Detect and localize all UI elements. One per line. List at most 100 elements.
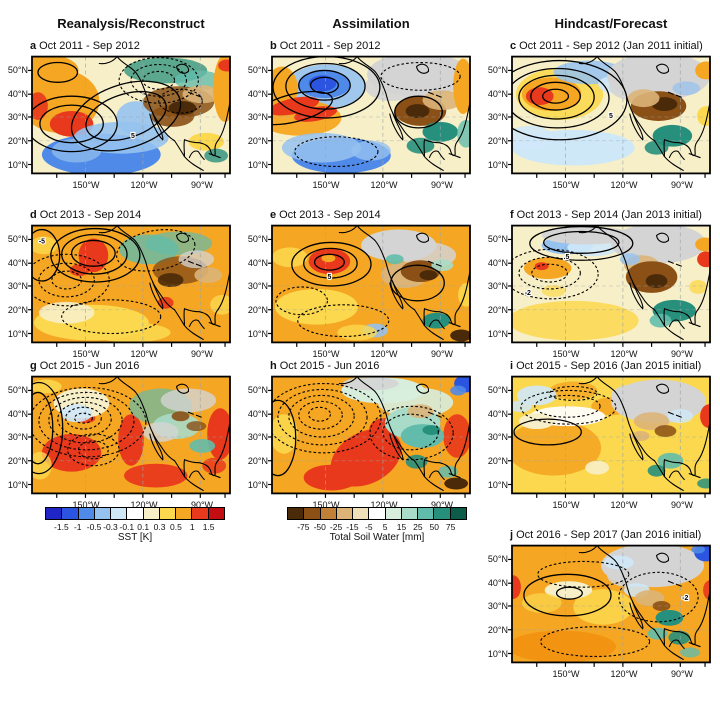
y-axis-tick-label: 20°N [487, 136, 508, 146]
colorbar-tick-label: -0.3 [103, 522, 118, 532]
coastline [338, 56, 358, 65]
anomaly-patch [697, 478, 710, 489]
anomaly-patch [281, 132, 362, 163]
y-axis-tick-label: 20°N [7, 456, 28, 466]
y-axis-tick-label: 10°N [247, 329, 268, 339]
contour-line [70, 80, 182, 152]
panel-title-j: j Oct 2016 - Sep 2017 (Jan 2016 initial) [510, 529, 701, 541]
panel-map-h [268, 375, 471, 498]
panel-map-c: 5 [508, 55, 711, 178]
x-axis-tick-label: 150°W [552, 180, 580, 190]
anomaly-patch [422, 425, 441, 435]
colorbar-segment [368, 508, 385, 519]
y-axis-tick-label: 50°N [247, 385, 268, 395]
anomaly-patch [703, 580, 710, 601]
x-axis-tick-label: 120°W [130, 349, 158, 359]
coastline [188, 319, 205, 330]
y-axis-tick-label: 30°N [487, 112, 508, 122]
y-axis-tick-label: 10°N [487, 160, 508, 170]
coastline [187, 260, 202, 267]
colorbar-segment [191, 508, 208, 519]
anomaly-patch [644, 140, 669, 155]
anomaly-patch [385, 254, 404, 265]
y-axis-tick-label: 20°N [487, 305, 508, 315]
anomaly-patch [38, 301, 95, 324]
colorbar-tick-label: 0.3 [153, 522, 166, 532]
contour-line [57, 401, 112, 437]
anomaly-patch [178, 250, 215, 269]
anomaly-patch [521, 593, 562, 613]
coastline [356, 225, 416, 311]
coastline [667, 580, 682, 587]
y-axis-tick-label: 40°N [487, 89, 508, 99]
panel-period: Oct 2015 - Jun 2016 [279, 360, 380, 372]
x-axis-tick-label: 150°W [552, 669, 580, 679]
contour-line [512, 59, 628, 141]
colorbar-tick-label: 5 [382, 522, 388, 532]
contour-line [543, 230, 620, 254]
anomaly-patch [652, 601, 671, 611]
y-axis-tick-label: 10°N [487, 329, 508, 339]
colorbar-segment [433, 508, 450, 519]
coastline [629, 112, 644, 141]
anomaly-patch [512, 575, 521, 600]
x-axis-tick-label: 150°W [312, 349, 340, 359]
anomaly-patch [512, 420, 602, 476]
contour-label: .5 [564, 254, 570, 261]
x-axis-tick-label: 120°W [610, 500, 638, 510]
panel-title-d: d Oct 2013 - Sep 2014 [30, 209, 141, 221]
anomaly-patch [186, 421, 207, 432]
panel-title-c: c Oct 2011 - Sep 2012 (Jan 2011 initial) [510, 40, 703, 52]
anomaly-patch [351, 140, 391, 161]
contour-line [32, 253, 110, 307]
contour-line [549, 385, 598, 401]
x-axis-tick-label: 150°W [552, 500, 580, 510]
y-axis-tick-label: 40°N [487, 409, 508, 419]
coastline [668, 470, 685, 481]
anomaly-patch [667, 409, 694, 424]
y-axis-tick-label: 20°N [487, 625, 508, 635]
anomaly-patch [695, 61, 710, 80]
x-axis-tick-label: 90°W [190, 500, 214, 510]
coastline [208, 473, 221, 479]
anomaly-patch [194, 267, 223, 284]
contour-line [518, 74, 595, 120]
anomaly-patch [405, 104, 430, 118]
y-axis-tick-label: 10°N [7, 480, 28, 490]
anomaly-patch [189, 438, 216, 453]
colorbar-tick-label: 0.5 [169, 522, 182, 532]
anomaly-patch [188, 132, 225, 151]
contour-line [51, 270, 83, 290]
anomaly-patch [627, 89, 660, 108]
colorbar-segment [93, 508, 111, 519]
contour-line [512, 248, 599, 300]
y-axis-tick-label: 50°N [487, 385, 508, 395]
anomaly-patch [144, 231, 213, 256]
contour-label: 5 [131, 133, 135, 140]
contour-line [272, 382, 382, 454]
colorbar-sst [45, 507, 225, 520]
y-axis-tick-label: 30°N [247, 432, 268, 442]
y-axis-tick-label: 40°N [7, 409, 28, 419]
colorbar-tick-label: 50 [429, 522, 439, 532]
y-axis-tick-label: 10°N [247, 480, 268, 490]
panel-title-e: e Oct 2013 - Sep 2014 [270, 209, 381, 221]
y-axis-tick-label: 50°N [7, 385, 28, 395]
anomaly-patch [647, 464, 666, 477]
anomaly-patch [202, 457, 227, 474]
panel-letter: h [270, 360, 277, 372]
coastline [448, 153, 461, 159]
contour-line [294, 136, 379, 168]
y-axis-tick-label: 40°N [247, 258, 268, 268]
contour-line [70, 239, 116, 267]
colorbar-segment [449, 508, 466, 519]
anomaly-patch [160, 388, 217, 413]
y-axis-tick-label: 40°N [487, 258, 508, 268]
panel-map-g [28, 375, 231, 498]
anomaly-patch [655, 609, 684, 626]
panel-map-b [268, 55, 471, 178]
anomaly-patch [406, 137, 435, 154]
colorbar-tick-label: 1.5 [202, 522, 215, 532]
colorbar-segment [335, 508, 353, 519]
anomaly-patch [516, 385, 557, 406]
